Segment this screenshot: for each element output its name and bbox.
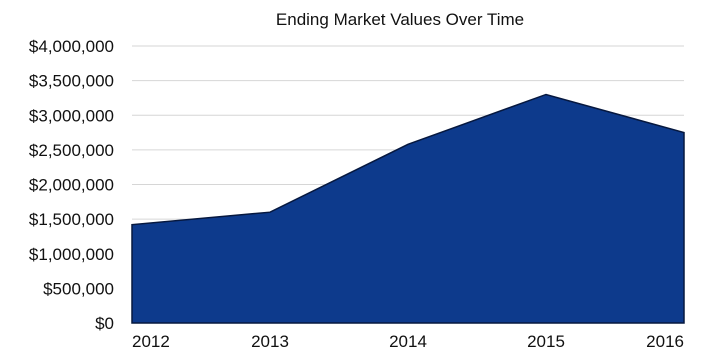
y-tick-label: $2,500,000 (29, 141, 114, 160)
series-area (131, 93, 685, 324)
y-tick-label: $2,000,000 (29, 176, 114, 195)
y-tick-label: $0 (95, 314, 114, 333)
y-tick-label: $3,000,000 (29, 106, 114, 125)
x-axis-tick-labels: 2012 2013 2014 2015 2016 (132, 332, 684, 351)
x-tick-label: 2015 (527, 332, 565, 351)
chart-title: Ending Market Values Over Time (276, 10, 524, 29)
plot-area (131, 93, 685, 324)
y-tick-label: $1,500,000 (29, 210, 114, 229)
y-axis-tick-labels: $0 $500,000 $1,000,000 $1,500,000 $2,000,000… (29, 37, 114, 333)
x-tick-label: 2014 (389, 332, 427, 351)
y-tick-label: $4,000,000 (29, 37, 114, 56)
y-tick-label: $1,000,000 (29, 245, 114, 264)
x-tick-label: 2012 (132, 332, 170, 351)
y-tick-label: $3,500,000 (29, 72, 114, 91)
x-tick-label: 2016 (646, 332, 684, 351)
y-tick-label: $500,000 (43, 279, 114, 298)
x-tick-label: 2013 (251, 332, 289, 351)
